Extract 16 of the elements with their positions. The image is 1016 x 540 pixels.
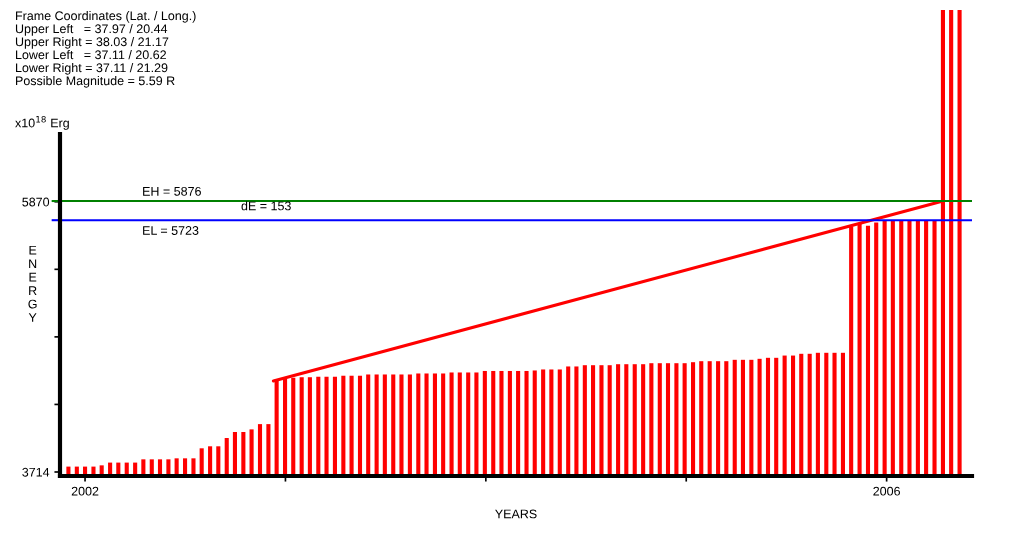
annotation: Lower Right = 37.11 / 21.29 xyxy=(16,63,168,75)
x-tick-label: 2006 xyxy=(873,486,900,496)
x-axis-title: YEARS xyxy=(495,509,537,519)
ref-line-label: EL = 5723 xyxy=(143,226,199,235)
annotation: Possible Magnitude = 5.59 R xyxy=(16,76,175,88)
annotation: dE = 153 xyxy=(241,201,291,211)
y-tick-label: 5870 xyxy=(22,197,50,207)
y-tick-label: 3714 xyxy=(22,467,50,477)
chart-title: Frame Coordinates (Lat. / Long.) xyxy=(16,11,196,23)
x-tick-label: 2002 xyxy=(71,486,99,496)
annotation: Lower Left = 37.11 / 20.62 xyxy=(16,50,166,60)
annotation: x10$^{18}$ Erg xyxy=(15,116,69,130)
y-axis-title: ENERGY xyxy=(28,245,37,322)
annotation: Upper Left = 37.97 / 20.44 xyxy=(15,24,168,36)
annotation: Upper Right = 38.03 / 21.17 xyxy=(15,37,169,49)
ref-line-label: EH = 5876 xyxy=(143,186,201,196)
